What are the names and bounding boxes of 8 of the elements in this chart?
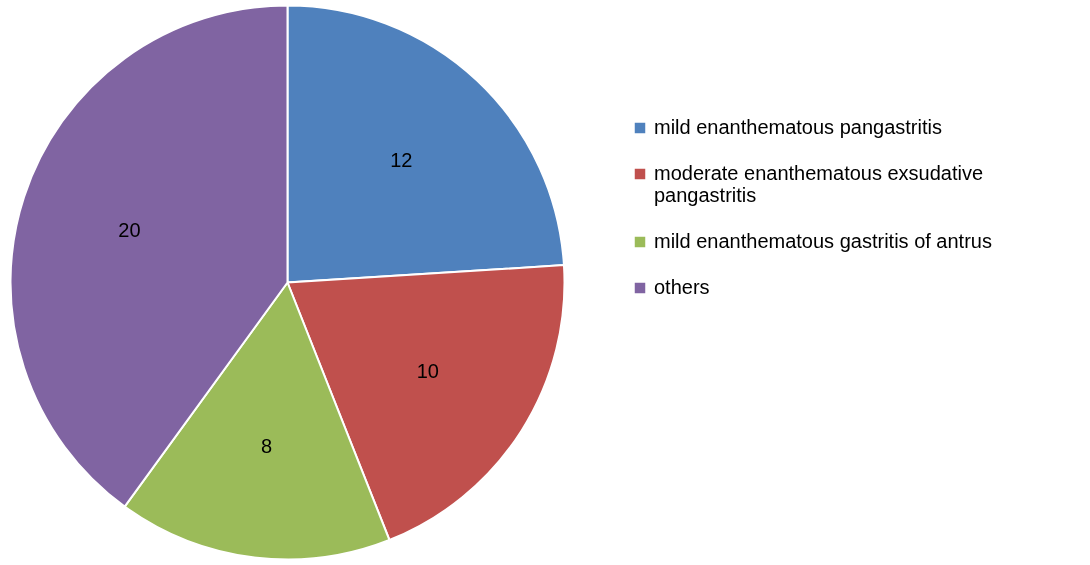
data-label: 8 xyxy=(261,435,273,458)
data-label: 12 xyxy=(390,149,413,172)
data-label: 20 xyxy=(118,219,141,242)
data-label: 10 xyxy=(416,359,439,382)
legend-label: mild enanthematous pangastritis xyxy=(654,116,942,138)
legend-label: moderate enanthematous exsudative pangastritis xyxy=(654,162,984,206)
legend-label: others xyxy=(654,276,710,298)
legend-label: mild enanthematous gastritis of antrus xyxy=(654,230,992,252)
